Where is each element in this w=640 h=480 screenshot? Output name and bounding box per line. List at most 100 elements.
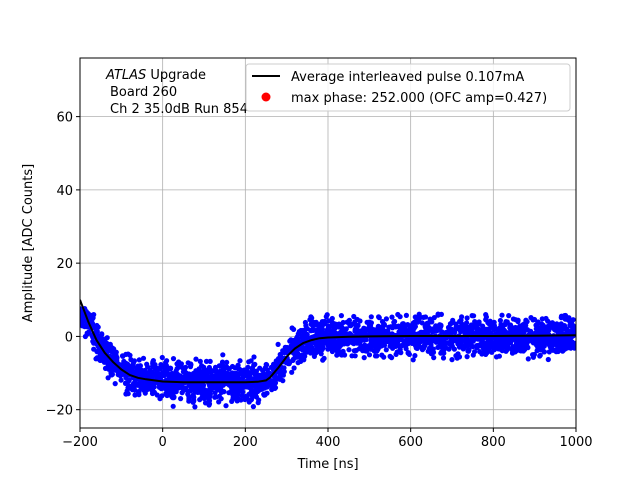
scatter-point xyxy=(374,338,380,344)
scatter-point xyxy=(202,400,209,406)
scatter-point xyxy=(461,327,467,333)
scatter-point xyxy=(235,362,241,368)
scatter-point xyxy=(508,346,515,352)
scatter-point xyxy=(439,329,445,335)
scatter-point xyxy=(218,396,224,402)
scatter-point xyxy=(560,344,566,350)
scatter-point xyxy=(469,326,475,332)
scatter-point xyxy=(109,345,115,351)
scatter-point xyxy=(395,311,401,318)
scatter-point xyxy=(499,323,505,329)
scatter-point xyxy=(303,323,309,329)
scatter-point xyxy=(417,314,424,320)
scatter-point xyxy=(391,319,397,325)
scatter-point xyxy=(488,344,494,350)
scatter-point xyxy=(317,332,323,338)
y-tick-label: 0 xyxy=(65,330,73,345)
scatter-point xyxy=(252,370,258,376)
scatter-point xyxy=(460,346,466,352)
y-tick-label: 20 xyxy=(56,257,73,272)
scatter-point xyxy=(182,375,188,381)
scatter-point xyxy=(396,324,402,330)
scatter-point xyxy=(140,355,147,361)
scatter-point xyxy=(551,341,557,347)
scatter-point xyxy=(262,365,268,371)
scatter-point xyxy=(164,358,170,364)
scatter-point xyxy=(465,338,471,344)
annotation-atlas: ATLAS xyxy=(105,68,146,83)
scatter-point xyxy=(424,340,430,346)
scatter-point xyxy=(117,372,124,378)
scatter-point xyxy=(531,351,538,358)
scatter-point xyxy=(452,329,458,335)
scatter-point xyxy=(358,343,364,349)
scatter-point xyxy=(155,365,161,371)
scatter-point xyxy=(197,358,203,364)
scatter-point xyxy=(277,375,283,381)
annotation-line-3: Ch 2 35.0dB Run 854 xyxy=(110,102,248,117)
scatter-point xyxy=(531,316,538,323)
scatter-point xyxy=(246,391,252,397)
scatter-point xyxy=(539,316,545,322)
legend-entry-average-pulse: Average interleaved pulse 0.107mA xyxy=(291,70,524,85)
y-tick-label: 60 xyxy=(56,111,73,126)
scatter-point xyxy=(224,359,230,365)
scatter-point xyxy=(380,339,387,345)
scatter-point xyxy=(361,355,367,361)
x-tick-label: 200 xyxy=(233,435,258,450)
scatter-point xyxy=(299,335,305,341)
scatter-point xyxy=(304,346,310,352)
scatter-point xyxy=(400,321,406,327)
scatter-point xyxy=(383,347,389,353)
scatter-point xyxy=(368,336,375,342)
scatter-point xyxy=(449,343,455,349)
scatter-point xyxy=(464,315,470,321)
scatter-point xyxy=(212,384,218,390)
average-pulse-polyline xyxy=(80,299,576,384)
annotation-upgrade: Upgrade xyxy=(146,68,206,83)
scatter-point xyxy=(496,341,502,348)
scatter-point xyxy=(329,320,336,326)
scatter-point xyxy=(235,374,241,380)
scatter-point xyxy=(442,344,448,350)
scatter-point xyxy=(413,319,419,325)
scatter-point xyxy=(389,341,396,347)
scatter-point xyxy=(403,330,409,336)
scatter-point xyxy=(520,322,526,328)
scatter-point xyxy=(330,327,336,333)
scatter-point xyxy=(136,389,142,395)
x-axis-ticks: −200 0 200 400 600 800 1000 xyxy=(62,428,593,450)
scatter-point xyxy=(524,327,531,333)
scatter-point xyxy=(203,358,210,364)
scatter-point xyxy=(512,330,519,336)
y-tick-label: 40 xyxy=(56,184,73,199)
scatter-point xyxy=(459,314,465,320)
scatter-point xyxy=(147,368,153,374)
scatter-point xyxy=(186,398,192,404)
scatter-point xyxy=(130,382,136,388)
scatter-point xyxy=(251,393,257,399)
scatter-point xyxy=(389,325,395,331)
scatter-point xyxy=(303,333,309,339)
scatter-point xyxy=(281,350,287,356)
scatter-point xyxy=(193,356,199,362)
scatter-point xyxy=(149,390,156,397)
scatter-point xyxy=(437,322,443,328)
scatter-point xyxy=(483,341,489,347)
scatter-point xyxy=(295,338,301,344)
scatter-point xyxy=(99,354,105,360)
scatter-point xyxy=(261,385,267,391)
scatter-point xyxy=(567,322,573,328)
scatter-point xyxy=(346,347,352,353)
scatter-point xyxy=(430,327,436,334)
scatter-point xyxy=(329,348,335,355)
scatter-point xyxy=(220,352,226,358)
scatter-point xyxy=(545,356,551,363)
scatter-point xyxy=(410,357,416,363)
scatter-point xyxy=(448,326,454,332)
scatter-point xyxy=(365,326,371,332)
scatter-point xyxy=(354,340,360,346)
scatter-point xyxy=(422,314,429,320)
scatter-point xyxy=(212,390,218,396)
